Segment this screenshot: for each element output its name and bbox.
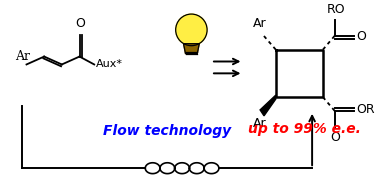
Text: RO: RO (326, 3, 345, 16)
Polygon shape (184, 44, 199, 54)
Text: Aux*: Aux* (96, 59, 123, 69)
Circle shape (176, 14, 207, 46)
Text: Flow technology: Flow technology (103, 124, 231, 138)
Text: OR: OR (356, 103, 375, 116)
Text: O: O (356, 30, 366, 43)
Text: O: O (76, 17, 85, 30)
Text: up to 99% e.e.: up to 99% e.e. (248, 122, 361, 136)
Text: Ar: Ar (253, 117, 267, 130)
Text: Ar: Ar (253, 17, 267, 30)
Polygon shape (260, 95, 276, 116)
Text: Ar: Ar (15, 50, 30, 63)
Text: O: O (331, 131, 341, 144)
